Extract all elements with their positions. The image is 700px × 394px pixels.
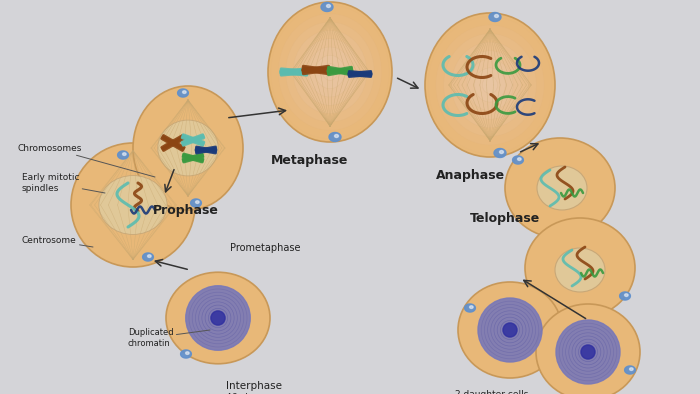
Circle shape — [556, 320, 620, 384]
Ellipse shape — [436, 25, 544, 145]
Ellipse shape — [166, 272, 270, 364]
Ellipse shape — [71, 143, 195, 267]
Ellipse shape — [271, 6, 389, 139]
Text: Telophase: Telophase — [470, 212, 540, 225]
Ellipse shape — [459, 51, 521, 119]
Ellipse shape — [158, 120, 218, 176]
Text: Early mitotic
spindles: Early mitotic spindles — [22, 173, 105, 193]
Text: 2 daughter cells
46 chromosomes each: 2 daughter cells 46 chromosomes each — [455, 390, 557, 394]
Polygon shape — [494, 15, 498, 17]
Polygon shape — [489, 13, 501, 22]
Text: Interphase: Interphase — [226, 381, 282, 391]
Ellipse shape — [536, 304, 640, 394]
Ellipse shape — [286, 22, 374, 122]
Ellipse shape — [99, 176, 167, 234]
Ellipse shape — [293, 30, 367, 113]
Ellipse shape — [458, 282, 562, 378]
Text: Metaphase: Metaphase — [272, 154, 349, 167]
Polygon shape — [186, 352, 189, 355]
Text: Prometaphase: Prometaphase — [230, 243, 300, 253]
Circle shape — [478, 298, 542, 362]
Polygon shape — [148, 255, 151, 257]
Ellipse shape — [444, 34, 536, 136]
Polygon shape — [624, 366, 636, 374]
Ellipse shape — [133, 86, 243, 210]
Polygon shape — [335, 134, 339, 138]
Ellipse shape — [279, 14, 382, 130]
Ellipse shape — [425, 13, 555, 157]
Polygon shape — [122, 153, 126, 156]
Polygon shape — [620, 292, 631, 300]
Ellipse shape — [505, 138, 615, 238]
Polygon shape — [190, 199, 202, 207]
Polygon shape — [195, 201, 199, 203]
Ellipse shape — [452, 42, 528, 128]
Ellipse shape — [315, 56, 344, 89]
Ellipse shape — [428, 17, 552, 153]
Ellipse shape — [300, 39, 360, 105]
Polygon shape — [321, 2, 333, 11]
Ellipse shape — [482, 76, 498, 93]
Polygon shape — [470, 306, 473, 309]
Circle shape — [186, 286, 250, 350]
Ellipse shape — [537, 166, 587, 210]
Text: Chromosomes: Chromosomes — [18, 143, 155, 177]
Ellipse shape — [475, 68, 505, 102]
Ellipse shape — [467, 59, 513, 111]
Circle shape — [503, 323, 517, 337]
Ellipse shape — [323, 64, 337, 80]
Polygon shape — [178, 89, 188, 97]
Polygon shape — [629, 368, 633, 370]
Polygon shape — [624, 294, 628, 296]
Polygon shape — [465, 304, 475, 312]
Text: Centrosome: Centrosome — [22, 236, 93, 247]
Text: Prophase: Prophase — [153, 203, 219, 216]
Polygon shape — [181, 350, 191, 358]
Polygon shape — [183, 91, 186, 93]
Circle shape — [211, 311, 225, 325]
Ellipse shape — [268, 2, 392, 142]
Polygon shape — [517, 158, 521, 160]
Polygon shape — [500, 151, 503, 154]
Polygon shape — [118, 151, 128, 159]
Circle shape — [581, 345, 595, 359]
Text: Duplicated
chromatin: Duplicated chromatin — [128, 328, 210, 348]
Polygon shape — [143, 253, 153, 261]
Polygon shape — [329, 132, 341, 141]
Polygon shape — [494, 149, 506, 158]
Ellipse shape — [555, 248, 605, 292]
Ellipse shape — [308, 47, 352, 97]
Polygon shape — [512, 156, 524, 164]
Polygon shape — [326, 4, 330, 7]
Ellipse shape — [525, 218, 635, 318]
Text: Anaphase: Anaphase — [435, 169, 505, 182]
